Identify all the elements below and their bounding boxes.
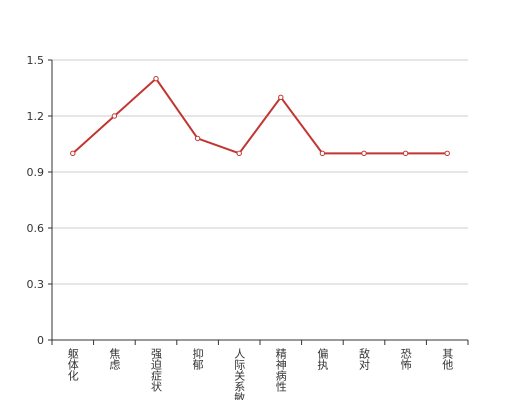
y-tick-label: 0.3 xyxy=(27,278,45,291)
y-tick-label: 1.2 xyxy=(27,110,45,123)
point xyxy=(402,150,409,157)
y-tick-label: 0 xyxy=(37,334,44,347)
point xyxy=(361,150,367,157)
x-tick-label: 人际关系敏感 xyxy=(233,348,246,400)
point xyxy=(444,150,450,157)
point xyxy=(194,135,201,142)
point xyxy=(111,113,118,119)
x-tick-label: 强迫症状 xyxy=(150,348,163,392)
point xyxy=(278,94,284,101)
point xyxy=(70,150,76,157)
point xyxy=(153,75,159,82)
x-tick-label: 其他 xyxy=(441,348,454,370)
x-tick-label: 敌对 xyxy=(358,347,371,370)
y-tick-label: 1.5 xyxy=(27,54,45,67)
x-tick-label: 躯体化 xyxy=(66,348,79,382)
x-tick-label: 偏执 xyxy=(316,347,329,371)
y-tick-label: 0.9 xyxy=(27,166,45,179)
x-tick-label: 焦虑 xyxy=(108,348,121,370)
x-tick-label: 抑郁 xyxy=(191,347,204,370)
y-tick-label: 0.6 xyxy=(27,222,45,235)
line xyxy=(72,77,448,155)
x-tick-label: 精神病性 xyxy=(274,348,287,393)
x-tick-label: 恐怖 xyxy=(399,348,412,370)
point xyxy=(236,150,242,157)
point xyxy=(319,150,326,157)
